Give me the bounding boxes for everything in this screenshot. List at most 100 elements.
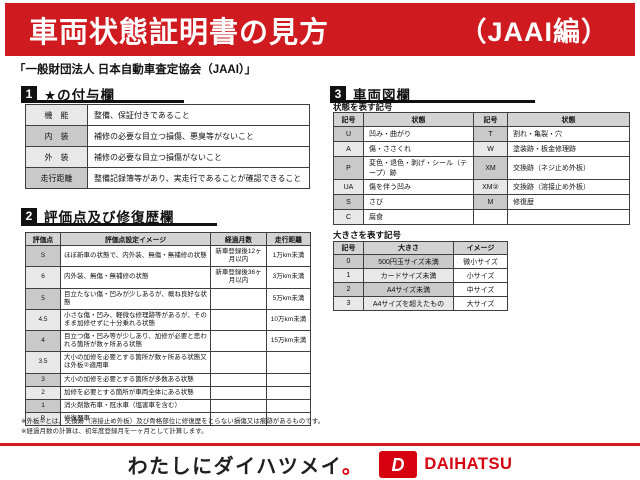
table-cell: R — [25, 411, 61, 427]
table-row: 1 カードサイズ未満 小サイズ — [333, 268, 508, 283]
table-row: R 修復歴車 — [25, 411, 311, 427]
table-cell: 修復歴 — [507, 194, 630, 210]
organization-subtitle: 「一般財団法人 日本自動車査定協会（JAAI）」 — [14, 64, 257, 76]
tagline-char: ハ — [256, 455, 278, 478]
table-cell: 凹み・曲がり — [363, 126, 474, 142]
table-cell: 3 — [333, 296, 364, 311]
table-cell: A4サイズ未満 — [363, 282, 454, 297]
table-cell: 2 — [333, 282, 364, 297]
table-row: 2 A4サイズ未満 中サイズ — [333, 282, 508, 297]
section3-number-badge: 3 — [330, 86, 346, 102]
table-row: 0 500円玉サイズ未満 微小サイズ — [333, 254, 508, 269]
table-cell: 交換跡（溶接止め外板） — [507, 179, 630, 195]
table-cell: 4.5 — [25, 308, 61, 332]
table-row: P 変色・退色・剥げ・シール（テープ）跡 XM 交換跡（ネジ止め外板） — [333, 156, 630, 180]
column-header: イメージ — [453, 241, 508, 255]
table-cell: 6 — [25, 266, 61, 289]
table-row: 3.5 大小の加修を必要とする箇所が数ヶ所ある状態又は外板②適用車 — [25, 351, 311, 374]
table-row: S さび M 修復歴 — [333, 194, 630, 210]
tagline-char: に — [192, 455, 214, 478]
table-cell — [210, 385, 267, 400]
table-cell: M — [473, 194, 508, 210]
footer: わたしにダイハツメイ。 D DAIHATSU — [0, 449, 640, 479]
table-cell — [266, 372, 311, 387]
table-cell: 整備、保証付きであること — [87, 104, 310, 126]
table-cell: 新車登録後36ヶ月以内 — [210, 266, 267, 289]
table-row: UA 傷を伴う凹み XM② 交換跡（溶接止め外板） — [333, 179, 630, 195]
table-cell: 腐食 — [363, 209, 474, 225]
evaluation-points-table: 評価点 評価点設定イメージ 経過月数 走行距離 S ほぼ新車の状態で、内外装、無傷・無補修… — [25, 232, 311, 427]
footnote-1: ※外板②とは、交換跡（溶接止め外板）及び骨格部位に修復歴をとらない損傷又は痕跡が… — [21, 418, 325, 425]
section1-underline — [21, 100, 184, 103]
table-row: 機 能整備、保証付きであること — [25, 104, 310, 126]
table-cell: 3万km未満 — [266, 266, 311, 289]
column-header: 記号 — [333, 241, 364, 255]
table-cell: 5万km未満 — [266, 287, 311, 310]
column-header: 経過月数 — [210, 232, 267, 246]
table-cell — [266, 351, 311, 374]
table-cell: 10万km未満 — [266, 308, 311, 332]
column-header: 記号 — [333, 112, 364, 127]
section1-number-badge: 1 — [21, 86, 37, 102]
table-cell: 0 — [333, 254, 364, 269]
table-cell — [210, 329, 267, 353]
table-cell: U — [333, 126, 364, 142]
table-cell: 補修の必要な目立つ損傷、悪臭等がないこと — [87, 125, 310, 147]
table-cell: 4 — [25, 329, 61, 353]
table-cell: 変色・退色・剥げ・シール（テープ）跡 — [363, 156, 474, 180]
footer-red-rule — [0, 443, 640, 446]
daihatsu-tagline-logo: わたしにダイハツメイ。 — [128, 450, 364, 479]
section1-title: ★の付与欄 — [44, 88, 116, 103]
table-cell — [266, 411, 311, 427]
table-cell: 5 — [25, 287, 61, 310]
column-header: 評価点設定イメージ — [60, 232, 211, 246]
column-header: 記号 — [473, 112, 508, 127]
column-header: 状態 — [363, 112, 474, 127]
tagline-char: ダ — [213, 455, 236, 478]
tagline-char: イ — [320, 455, 342, 478]
table-row: 1 消火剤散布車・冠水車（塩害車を含む） — [25, 398, 311, 413]
table-cell — [266, 385, 311, 400]
table-cell: W — [473, 141, 508, 157]
section2-title: 評価点及び修復歴欄 — [44, 210, 175, 225]
table-cell: 3.5 — [25, 351, 61, 374]
table-cell: 1万km未満 — [266, 244, 311, 268]
title-banner: 車両状態証明書の見方 （JAAI編） — [5, 3, 635, 56]
table-cell: 500円玉サイズ未満 — [363, 254, 454, 269]
table-cell — [210, 372, 267, 387]
table-row: 4.5 小さな傷・凹み、軽微な修理跡等があるが、そのまま加修せずに十分乗れる状態 1… — [25, 308, 311, 332]
tagline-char: イ — [235, 455, 257, 478]
table-cell: A — [333, 141, 364, 157]
header-row: 記号 大きさ イメージ — [333, 241, 508, 255]
table-cell: 外 装 — [25, 146, 88, 168]
table-row: 5 目立たない傷・凹みが少しあるが、概ね良好な状態 5万km未満 — [25, 287, 311, 310]
table-cell: 大サイズ — [453, 296, 508, 311]
table-cell: 2 — [25, 385, 61, 400]
table-cell — [210, 287, 267, 310]
table-row: C 腐食 — [333, 209, 630, 225]
daihatsu-logo: D DAIHATSU — [379, 450, 512, 478]
table-cell: 塗装跡・板金修理跡 — [507, 141, 630, 157]
table-cell: ほぼ新車の状態で、内外装、無傷・無補修の状態 — [60, 244, 211, 268]
table-cell: 大小の加修を必要とする箇所が多数ある状態 — [60, 372, 211, 387]
daihatsu-mark-icon: D — [379, 450, 418, 478]
table-cell: 整備記録簿等があり、実走行であることが確認できること — [87, 167, 310, 189]
table-cell: 走行距離 — [25, 167, 88, 189]
table-cell: P — [333, 156, 364, 180]
header-row: 記号 状態 記号 状態 — [333, 112, 630, 127]
section2-number-badge: 2 — [21, 208, 37, 224]
section3-header: 3 車両図欄 — [330, 84, 411, 104]
table-row: 内 装補修の必要な目立つ損傷、悪臭等がないこと — [25, 125, 310, 147]
table-cell — [210, 308, 267, 332]
section2-underline — [21, 223, 217, 226]
table-cell: 微小サイズ — [453, 254, 508, 269]
table-cell: 1 — [333, 268, 364, 283]
table-row: 2 加修を必要とする箇所が車両全体にある状態 — [25, 385, 311, 400]
table-cell: S — [333, 194, 364, 210]
table-row: U 凹み・曲がり T 割れ・亀裂・穴 — [333, 126, 630, 142]
column-header: 評価点 — [25, 232, 61, 246]
table-cell: S — [25, 244, 61, 268]
size-symbols-label: 大きさを表す記号 — [333, 230, 402, 240]
footnote-2: ※経過月数の計算は、初年度登録月を一ヶ月として計算します。 — [21, 428, 208, 436]
state-symbols-label: 状態を表す記号 — [333, 102, 393, 112]
